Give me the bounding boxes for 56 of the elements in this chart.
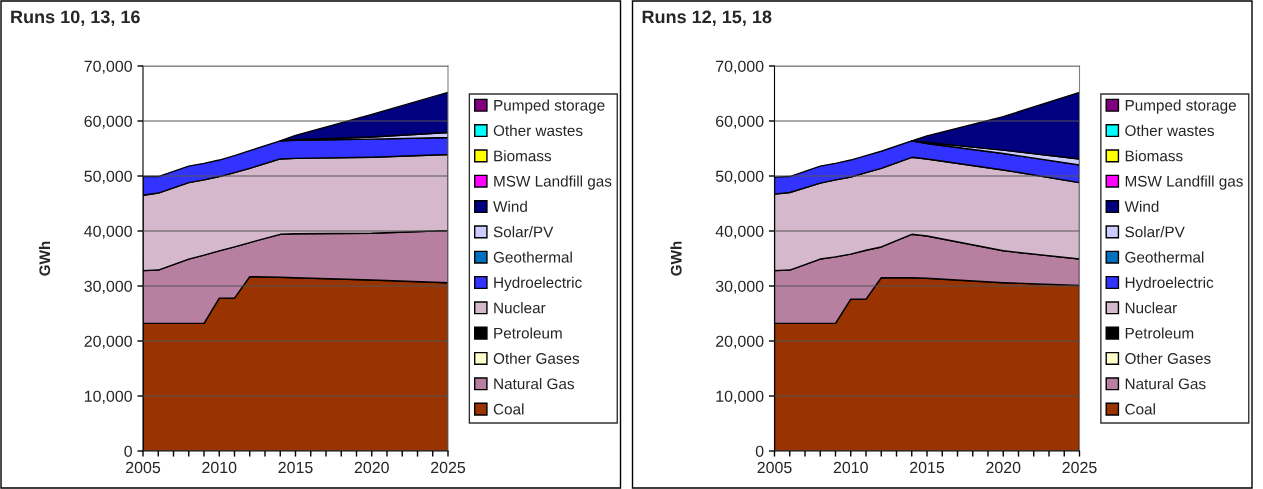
x-tick-label: 2025 (431, 461, 466, 474)
legend-label: Coal (1125, 403, 1155, 415)
legend-label: Petroleum (494, 327, 562, 339)
legend-label: MSW Landfill gas (1125, 175, 1243, 190)
legend-label: MSW Landfill gas (494, 175, 612, 190)
legend-label: Solar/PV (493, 226, 554, 238)
legend-label: Biomass (1125, 150, 1183, 162)
y-tick-label: 30,000 (715, 280, 764, 294)
x-tick-label: 2015 (910, 461, 945, 474)
legend-label: Pumped storage (1125, 99, 1236, 114)
legend-label: Geothermal (493, 251, 572, 263)
legend-label: Other wastes (493, 124, 583, 137)
x-tick-label: 2020 (354, 461, 389, 474)
y-tick-label: 20,000 (716, 335, 764, 349)
y-tick-label: 40,000 (84, 225, 132, 239)
y-tick-label: 10,000 (84, 390, 132, 404)
legend-label: Petroleum (1125, 327, 1194, 339)
legend-label: Solar/PV (1125, 226, 1185, 238)
legend-label: Natural Gas (494, 378, 575, 390)
legend-label: Geothermal (1125, 251, 1204, 263)
x-tick-label: 2025 (1062, 461, 1097, 474)
y-tick-label: 60,000 (84, 115, 132, 129)
legend-label: Other Gases (493, 352, 580, 364)
chart-title: Runs 10, 13, 16 (11, 10, 140, 26)
legend-label: Nuclear (1125, 302, 1177, 314)
y-tick-label: 0 (755, 445, 764, 457)
chart-title: Runs 12, 15, 18 (642, 10, 772, 26)
y-axis-title: GWh (38, 241, 51, 276)
y-tick-label: 40,000 (715, 225, 764, 239)
y-tick-label: 70,000 (716, 60, 764, 74)
legend-label: Nuclear (494, 302, 546, 314)
y-tick-label: 60,000 (716, 115, 764, 129)
legend-label: Other Gases (1125, 352, 1211, 364)
legend-label: Coal (493, 403, 524, 415)
y-tick-label: 50,000 (84, 170, 132, 184)
x-tick-label: 2010 (202, 461, 237, 474)
legend-label: Wind (493, 200, 527, 212)
legend-label: Pumped storage (494, 99, 605, 114)
y-tick-label: 0 (124, 445, 132, 457)
legend-label: Wind (1124, 200, 1159, 212)
y-axis-title: GWh (670, 241, 682, 276)
y-tick-label: 10,000 (716, 390, 764, 404)
y-tick-label: 20,000 (84, 335, 132, 349)
y-tick-label: 70,000 (84, 60, 132, 74)
x-tick-label: 2010 (833, 461, 868, 474)
legend-label: Hydroelectric (494, 276, 582, 291)
y-tick-label: 50,000 (715, 170, 764, 184)
y-tick-label: 30,000 (84, 280, 132, 294)
legend-label: Other wastes (1125, 124, 1214, 137)
x-tick-label: 2015 (278, 461, 313, 474)
legend-label: Natural Gas (1125, 378, 1206, 390)
x-tick-label: 2020 (986, 461, 1021, 474)
x-tick-label: 2005 (757, 461, 792, 474)
legend-label: Biomass (494, 150, 552, 162)
x-tick-label: 2005 (126, 461, 161, 474)
legend-label: Hydroelectric (1125, 276, 1214, 291)
